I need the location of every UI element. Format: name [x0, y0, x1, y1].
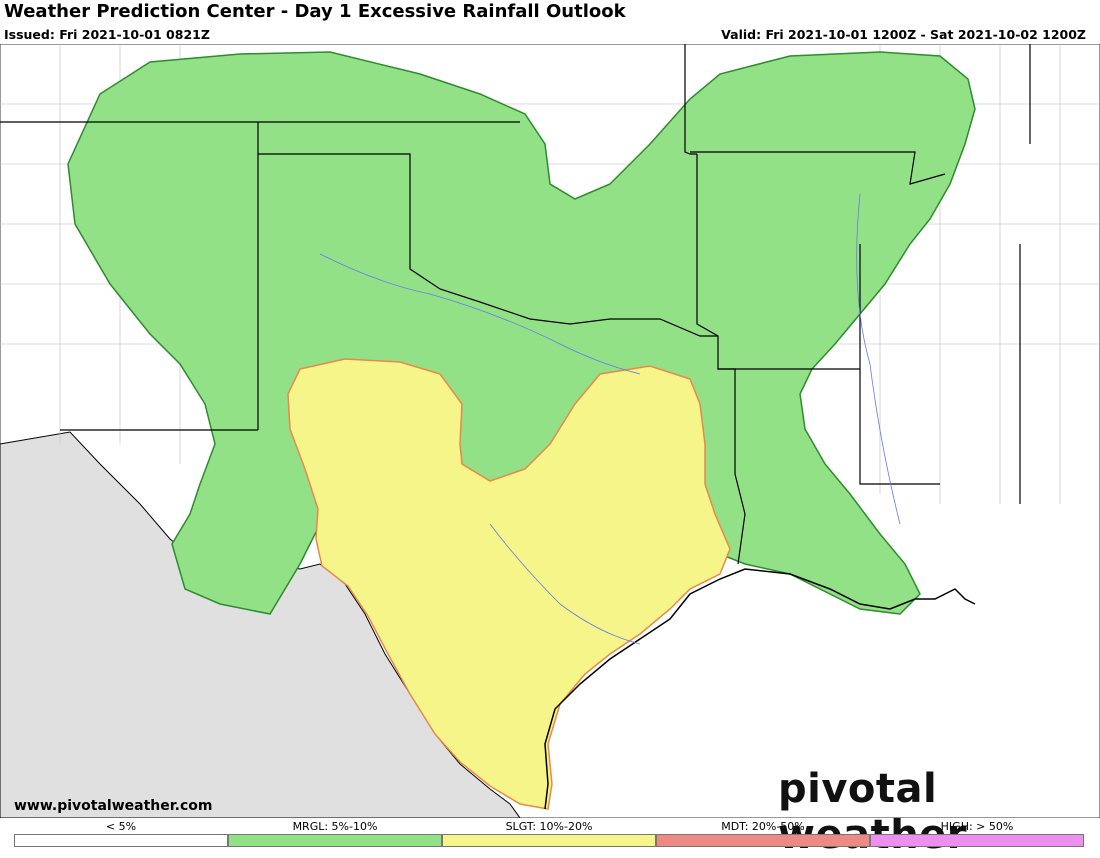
legend-swatch — [656, 834, 870, 847]
risk-legend: < 5% MRGL: 5%-10% SLGT: 10%-20% MDT: 20%… — [14, 820, 1086, 848]
mrgl-risk-area — [67, 51, 976, 615]
state-borders — [0, 44, 1031, 565]
issued-time: Issued: Fri 2021-10-01 0821Z — [4, 27, 210, 42]
website-url[interactable]: www.pivotalweather.com — [14, 798, 213, 814]
legend-item-mrgl: MRGL: 5%-10% — [228, 820, 442, 848]
rivers — [319, 193, 901, 645]
legend-item-slgt: SLGT: 10%-20% — [442, 820, 656, 848]
legend-item-high: HIGH: > 50% — [870, 820, 1084, 848]
valid-period: Valid: Fri 2021-10-01 1200Z - Sat 2021-1… — [721, 27, 1086, 42]
page-title: Weather Prediction Center - Day 1 Excess… — [4, 1, 626, 22]
legend-label: HIGH: > 50% — [940, 820, 1014, 833]
legend-label: < 5% — [105, 820, 137, 833]
rainfall-outlook-map — [0, 44, 1100, 818]
legend-item-mdt: MDT: 20%-50% — [656, 820, 870, 848]
legend-label: SLGT: 10%-20% — [505, 820, 593, 833]
legend-label: MDT: 20%-50% — [721, 820, 805, 833]
legend-swatch — [870, 834, 1084, 847]
gulf-coastline — [544, 568, 976, 810]
legend-item-none: < 5% — [14, 820, 228, 848]
legend-swatch — [228, 834, 442, 847]
legend-swatch — [14, 834, 228, 847]
legend-label: MRGL: 5%-10% — [292, 820, 378, 833]
slgt-risk-area — [287, 358, 731, 810]
legend-swatch — [442, 834, 656, 847]
header: Weather Prediction Center - Day 1 Excess… — [0, 0, 1100, 46]
